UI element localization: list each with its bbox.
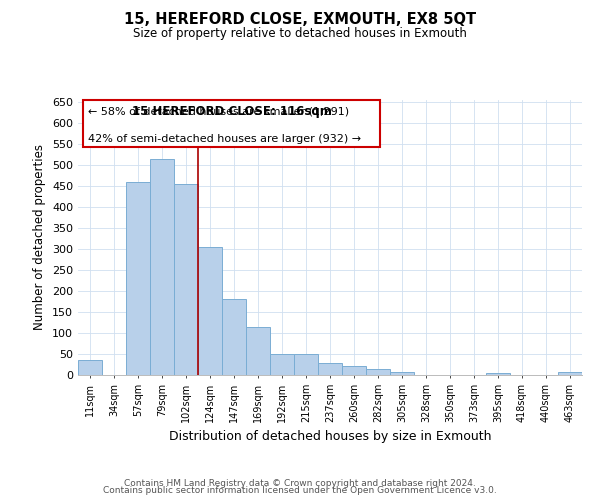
Text: Contains HM Land Registry data © Crown copyright and database right 2024.: Contains HM Land Registry data © Crown c…	[124, 478, 476, 488]
Bar	[486, 373, 510, 375]
Text: ← 58% of detached houses are smaller (1,291): ← 58% of detached houses are smaller (1,…	[88, 106, 349, 117]
Bar	[78, 360, 102, 375]
Text: 15 HEREFORD CLOSE: 116sqm: 15 HEREFORD CLOSE: 116sqm	[132, 106, 332, 118]
Text: 15, HEREFORD CLOSE, EXMOUTH, EX8 5QT: 15, HEREFORD CLOSE, EXMOUTH, EX8 5QT	[124, 12, 476, 28]
Y-axis label: Number of detached properties: Number of detached properties	[34, 144, 46, 330]
Bar	[246, 326, 270, 375]
Bar	[366, 368, 390, 375]
Bar	[150, 159, 174, 375]
Bar	[390, 372, 414, 375]
Bar	[294, 354, 318, 375]
Text: Contains public sector information licensed under the Open Government Licence v3: Contains public sector information licen…	[103, 486, 497, 495]
Bar	[342, 366, 366, 375]
X-axis label: Distribution of detached houses by size in Exmouth: Distribution of detached houses by size …	[169, 430, 491, 444]
Bar	[198, 247, 222, 375]
Bar	[174, 184, 198, 375]
Bar	[270, 354, 294, 375]
FancyBboxPatch shape	[83, 100, 380, 147]
Bar	[222, 300, 246, 375]
Bar	[318, 363, 342, 375]
Bar	[558, 372, 582, 375]
Text: Size of property relative to detached houses in Exmouth: Size of property relative to detached ho…	[133, 28, 467, 40]
Text: 42% of semi-detached houses are larger (932) →: 42% of semi-detached houses are larger (…	[88, 134, 361, 144]
Bar	[126, 182, 150, 375]
